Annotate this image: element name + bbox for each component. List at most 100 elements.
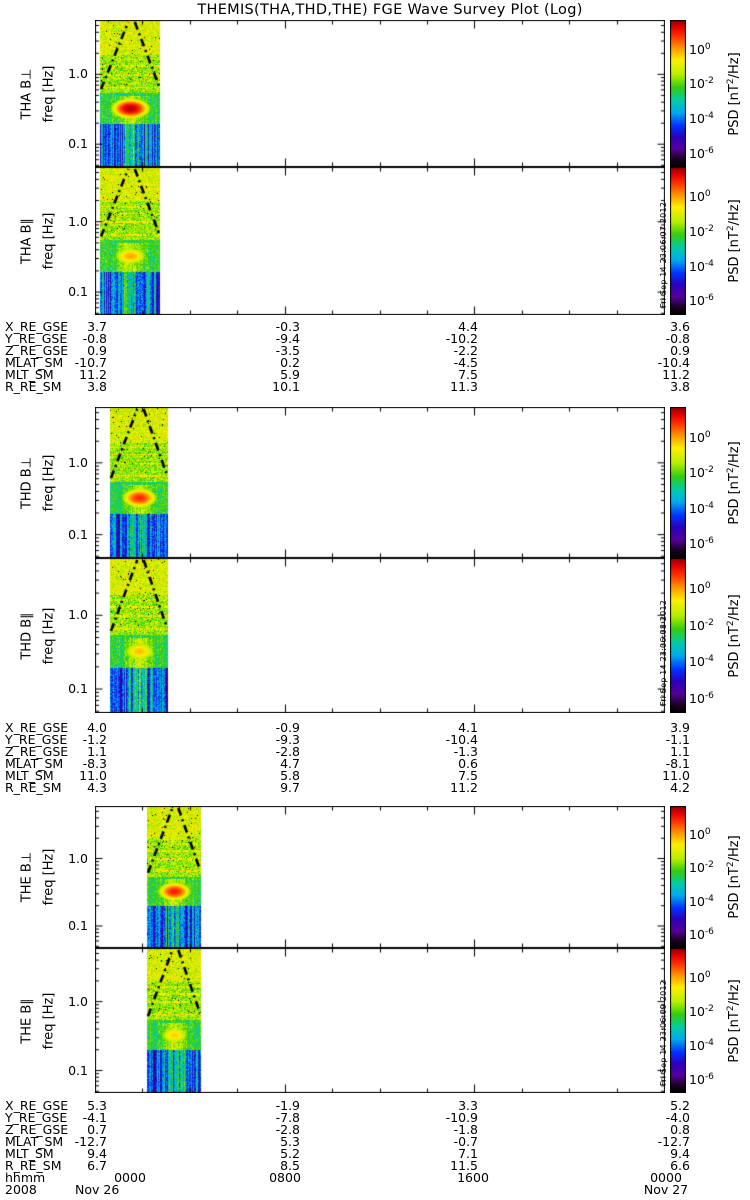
ephemeris-value: 3.9: [670, 720, 690, 735]
ephemeris-value: 4.0: [87, 720, 107, 735]
ephemeris-value: 5.3: [280, 1134, 300, 1149]
ephemeris-row-label: Z_RE_GSE: [5, 744, 69, 759]
colorbar-tick-label: 10-2: [689, 1003, 714, 1019]
render-timestamp: Fri Sep 14 23:06:09 2012: [659, 979, 668, 1087]
ephemeris-value: -8.3: [82, 756, 107, 771]
ephemeris-value: -7.8: [275, 1110, 300, 1125]
colorbar-tick-label: 10-6: [689, 145, 714, 161]
colorbar-tick-label: 10-6: [689, 536, 714, 552]
ephemeris-value: -3.5: [275, 343, 300, 358]
panel-label-THD-Bperp: THD B⊥: [19, 456, 35, 509]
ephemeris-value: -4.1: [82, 1110, 107, 1125]
ephemeris-value: 4.7: [280, 756, 300, 771]
ephemeris-value: -12.7: [657, 1134, 690, 1149]
ephemeris-value: -2.8: [275, 744, 300, 759]
spectrogram-THD-Bpar: [95, 558, 665, 713]
render-timestamp: Fri Sep 14 23:06:08 2012: [659, 599, 668, 707]
ephemeris-value: 5.3: [87, 1098, 107, 1113]
ephemeris-value: -1.9: [275, 1098, 300, 1113]
ephemeris-value: 6.6: [670, 1158, 690, 1173]
colorbar-tick-label: 100: [689, 41, 711, 58]
ephemeris-value: 11.5: [450, 1158, 478, 1173]
ephemeris-row-label: R_RE_SM: [5, 379, 62, 394]
freq-tick-label: 0.1: [68, 917, 88, 933]
ephemeris-value: -2.2: [453, 343, 478, 358]
ephemeris-row-label: MLAT_SM: [5, 1134, 64, 1149]
ephemeris-row-label: MLAT_SM: [5, 355, 64, 370]
colorbar-tick-label: 10-6: [689, 1071, 714, 1087]
psd-axis-label: PSD [nT2/Hz]: [725, 978, 743, 1063]
ephemeris-value: -4.5: [453, 355, 478, 370]
ephemeris-row-label: MLT_SM: [5, 768, 54, 783]
colorbar-tick-label: 10-4: [689, 893, 714, 909]
ephemeris-value: -1.8: [453, 1122, 478, 1137]
freq-tick-label: 0.1: [68, 526, 88, 542]
ephemeris-row-label: Z_RE_GSE: [5, 1122, 69, 1137]
ephemeris-value: 5.8: [280, 768, 300, 783]
ephemeris-value: 4.3: [87, 780, 107, 795]
colorbar-tick-label: 10-4: [689, 654, 714, 670]
ephemeris-value: 4.4: [458, 319, 478, 334]
plot-title: THEMIS(THA,THD,THE) FGE Wave Survey Plot…: [197, 2, 583, 18]
freq-tick-label: 0.1: [68, 136, 88, 152]
colorbar-tick-label: 10-6: [689, 690, 714, 706]
freq-tick-label: 1.0: [68, 850, 88, 866]
ephemeris-value: -10.2: [445, 331, 478, 346]
ephemeris-value: 9.4: [670, 1146, 690, 1161]
ephemeris-row-label: MLT_SM: [5, 367, 54, 382]
ephemeris-row-label: R_RE_SM: [5, 780, 62, 795]
colorbar-tick-label: 10-4: [689, 258, 714, 274]
ephemeris-row-label: MLT_SM: [5, 1146, 54, 1161]
ephemeris-value: -9.4: [275, 331, 300, 346]
ephemeris-value: 7.5: [458, 367, 478, 382]
ephemeris-value: 0.2: [280, 355, 300, 370]
colorbar-THA-Bpar: [670, 167, 686, 315]
ephemeris-value: -10.9: [445, 1110, 478, 1125]
freq-tick-label: 1.0: [68, 66, 88, 82]
psd-axis-label: PSD [nT2/Hz]: [725, 835, 743, 919]
psd-axis-label: PSD [nT2/Hz]: [725, 51, 743, 136]
ephemeris-value: -9.3: [275, 732, 300, 747]
ephemeris-value: -8.1: [665, 756, 690, 771]
ephemeris-value: 0.6: [458, 756, 478, 771]
ephemeris-value: 3.7: [87, 319, 107, 334]
freq-tick-label: 1.0: [68, 213, 88, 229]
ephemeris-row-label: X_RE_GSE: [5, 720, 69, 735]
psd-axis-label: PSD [nT2/Hz]: [725, 440, 743, 525]
ephemeris-row-label: Y_RE_GSE: [5, 1110, 68, 1125]
time-tick-label: 0000: [114, 1170, 146, 1185]
ephemeris-value: 1.1: [670, 744, 690, 759]
ephemeris-row-label: X_RE_GSE: [5, 1098, 69, 1113]
ephemeris-value: -4.0: [665, 1110, 690, 1125]
year-label: 2008: [5, 1182, 37, 1197]
colorbar-tick-label: 10-6: [689, 927, 714, 943]
ephemeris-value: -12.7: [74, 1134, 107, 1149]
ephemeris-value: 1.1: [87, 744, 107, 759]
colorbar-tick-label: 10-2: [689, 223, 714, 240]
freq-tick-label: 0.1: [68, 284, 88, 300]
ephemeris-value: 0.8: [670, 1122, 690, 1137]
colorbar-tick-label: 10-4: [689, 111, 714, 127]
date-end-label: Nov 27: [643, 1182, 689, 1197]
colorbar-tick-label: 100: [689, 429, 711, 445]
colorbar-THD-Bperp: [670, 407, 686, 558]
colorbar-THD-Bpar: [670, 558, 686, 713]
freq-tick-label: 1.0: [68, 454, 88, 470]
render-timestamp: Fri Sep 14 23:06:07 2012: [659, 201, 668, 309]
ephemeris-row-label: R_RE_SM: [5, 1158, 62, 1173]
time-tick-label: 1600: [457, 1170, 489, 1185]
ephemeris-row-label: X_RE_GSE: [5, 319, 69, 334]
time-tick-label: 0000: [650, 1170, 682, 1185]
ephemeris-value: 11.0: [79, 768, 107, 783]
ephemeris-value: 7.1: [458, 1146, 478, 1161]
ephemeris-value: 8.5: [280, 1158, 300, 1173]
ephemeris-value: 11.0: [662, 768, 690, 783]
ephemeris-value: -0.7: [453, 1134, 478, 1149]
ephemeris-row-label: MLAT_SM: [5, 756, 64, 771]
ephemeris-value: 3.8: [87, 379, 107, 394]
ephemeris-value: 5.2: [280, 1146, 300, 1161]
psd-axis-label: PSD [nT2/Hz]: [725, 199, 743, 283]
time-axis-label: hhmm: [5, 1170, 46, 1185]
ephemeris-value: 4.1: [458, 720, 478, 735]
colorbar-tick-label: 10-2: [689, 465, 714, 481]
